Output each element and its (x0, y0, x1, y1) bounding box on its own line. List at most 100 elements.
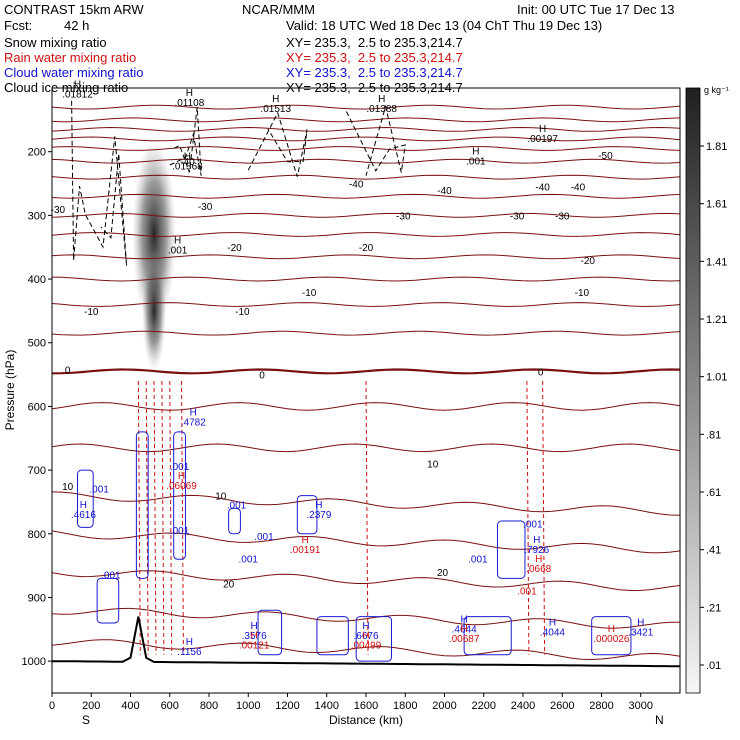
y-tick-label: 500 (28, 338, 46, 350)
max-value-label: .00197 (527, 134, 558, 145)
x-tick-label: 2000 (432, 700, 456, 712)
max-marker: H (362, 621, 369, 632)
contour-value-label: .001 (239, 554, 259, 565)
colorbar-tick-label: .01 (706, 660, 721, 672)
isotherm-line (52, 117, 680, 123)
x-end-south: S (82, 713, 90, 727)
contour-value-label: .001 (227, 500, 247, 511)
max-value-label: .4044 (540, 628, 565, 639)
max-marker: H (184, 152, 191, 163)
cloud-water-contour (173, 431, 186, 560)
x-tick-label: 400 (121, 700, 139, 712)
x-axis-label: Distance (km) (329, 713, 403, 727)
isotherm-line (52, 530, 680, 554)
contour-value-label: .001 (101, 570, 121, 581)
colorbar-tick-label: 1.01 (706, 372, 727, 384)
isotherm-label: -40 (437, 186, 452, 197)
rain-contour (169, 380, 173, 655)
max-value-label: .1156 (177, 647, 202, 658)
cloud-ice-contour (345, 104, 406, 176)
x-end-north: N (655, 713, 664, 727)
isotherm-label: -10 (84, 307, 99, 318)
max-marker: H (190, 408, 197, 419)
colorbar-tick-label: 1.41 (706, 256, 727, 268)
isotherm-label: -50 (598, 151, 613, 162)
isotherm-line (52, 146, 680, 151)
x-tick-label: 2400 (511, 700, 535, 712)
max-marker: H (272, 94, 279, 105)
isotherm-label: -20 (359, 243, 374, 254)
max-marker: H (178, 471, 185, 482)
max-marker: H (535, 554, 542, 565)
contour-value-label: .001 (170, 462, 190, 473)
field-snow-xy: XY= 235.3, 2.5 to 235.3,214.7 (286, 35, 463, 50)
isotherm-label: 0 (65, 365, 71, 376)
isotherm-label: -20 (227, 243, 242, 254)
isotherm-line (52, 193, 680, 199)
isotherm-label: 10 (427, 460, 439, 471)
isotherm-line (52, 639, 680, 661)
field-snow-name: Snow mixing ratio (4, 35, 107, 50)
max-value-label: .01388 (366, 104, 397, 115)
isotherm-label: -40 (535, 183, 550, 194)
cloud-water-contour (135, 431, 149, 579)
max-marker: H (549, 618, 556, 629)
max-marker: H (378, 94, 385, 105)
cloud-water-contour (257, 609, 283, 656)
contour-value-label: .001 (254, 532, 274, 543)
colorbar: g kg⁻¹ 1.81 1.61 1.41 1.21 1.01 .81 .61 .41 .21.… (685, 85, 729, 694)
max-value-label: .00121 (239, 640, 270, 651)
isotherm-line (52, 136, 680, 142)
x-tick-label: 800 (200, 700, 218, 712)
field-cloudwater-name: Cloud water mixing ratio (4, 65, 144, 80)
max-value-label: .01368 (172, 162, 203, 173)
isotherm-label: 20 (437, 568, 449, 579)
colorbar-tick-label: 1.21 (706, 314, 727, 326)
isotherm-line (52, 254, 680, 260)
snow-shading (132, 139, 177, 330)
max-value-label: .01812 (62, 90, 93, 101)
isotherm-label: -20 (581, 256, 596, 267)
snow-shading-core (142, 250, 167, 371)
max-value-label: .6676 (353, 631, 378, 642)
x-tick-label: 3000 (629, 700, 653, 712)
y-tick-label: 900 (28, 592, 46, 604)
rain-contour (365, 380, 369, 655)
max-value-label: .00687 (449, 634, 480, 645)
max-value-label: .06069 (166, 481, 197, 492)
max-marker: H (302, 535, 309, 546)
isotherm-line (52, 104, 680, 110)
y-tick-label: 1000 (22, 656, 46, 668)
max-value-label: .4644 (452, 625, 477, 636)
x-tick-label: 1000 (236, 700, 260, 712)
model-title: CONTRAST 15km ARW (4, 2, 144, 17)
max-marker: H (251, 621, 258, 632)
cloud-water-contour (316, 616, 349, 656)
cloud-water-contour (591, 616, 632, 656)
colorbar-tick-label: .61 (706, 487, 721, 499)
isotherm-line (52, 213, 680, 218)
max-value-label: .000026 (593, 634, 630, 645)
colorbar-tick-label: 1.61 (706, 199, 727, 211)
max-value-label: .01108 (174, 98, 204, 109)
isotherm-line (52, 570, 680, 592)
isotherm-line (52, 607, 680, 629)
rain-contour (542, 380, 546, 655)
isotherm-label: 10 (62, 482, 74, 493)
init-time: Init: 00 UTC Tue 17 Dec 13 (517, 2, 675, 17)
x-tick-label: 200 (82, 700, 100, 712)
colorbar-unit: g kg⁻¹ (704, 85, 729, 95)
max-marker: H (315, 500, 322, 511)
isotherm-label: -40 (349, 180, 364, 191)
cloud-water-contour (355, 616, 393, 662)
rain-contour (137, 380, 141, 655)
y-tick-label: 200 (28, 147, 46, 159)
contour-value-label: .001 (517, 586, 537, 597)
cloud-water-contour (96, 577, 120, 624)
max-marker: H (186, 88, 193, 99)
y-tick-label: 700 (28, 465, 46, 477)
isotherm-label: -40 (571, 183, 586, 194)
max-value-label: .0668 (526, 564, 551, 575)
isotherm-label: 0 (538, 367, 544, 378)
isotherm-label: -40 (180, 157, 195, 168)
